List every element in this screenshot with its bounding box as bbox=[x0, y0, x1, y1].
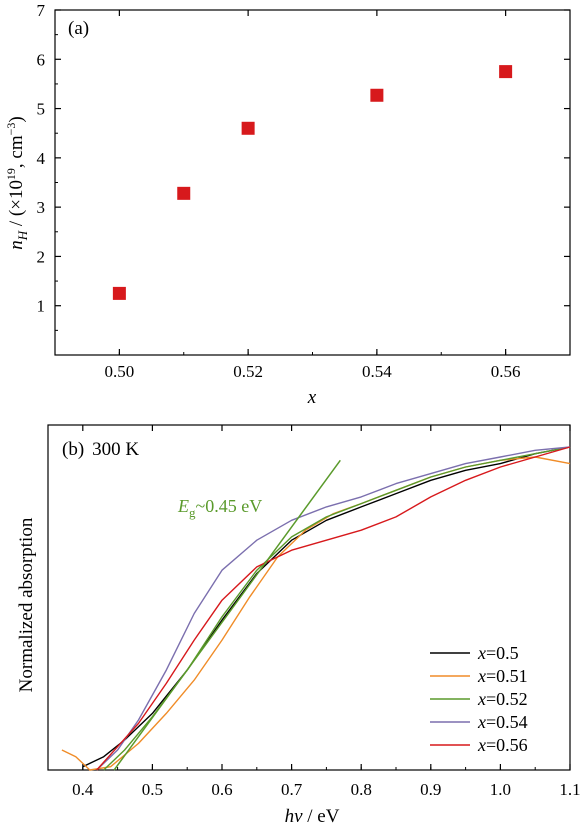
series-line bbox=[96, 446, 571, 771]
y-tick-label: 3 bbox=[37, 198, 46, 217]
ylabel-exp: 19 bbox=[4, 168, 18, 180]
panel-b-tangent-line bbox=[113, 459, 341, 771]
y-tick-label: 7 bbox=[37, 1, 46, 20]
x-tick-label: 0.4 bbox=[72, 780, 94, 799]
series-line bbox=[82, 446, 571, 768]
ylabel-sub: H bbox=[15, 230, 30, 241]
annot-sub: g bbox=[189, 505, 196, 520]
legend-entry: x=0.54 bbox=[477, 712, 528, 732]
annot-rest: ~0.45 eV bbox=[196, 496, 263, 516]
y-tick-label: 6 bbox=[37, 50, 46, 69]
panel-b-letter: (b) bbox=[62, 439, 84, 460]
x-tick-label: 0.52 bbox=[233, 362, 263, 381]
panel-b-x-ticks: 0.4 0.5 0.6 0.7 0.8 0.9 1.0 1.1 bbox=[47, 425, 581, 799]
data-point bbox=[499, 65, 513, 79]
panel-b-legend: x=0.5 x=0.51 x=0.52 x=0.54 x=0.56 bbox=[430, 643, 528, 755]
panel-a-y-axis-label: nH / (×1019, cm−3) bbox=[4, 116, 30, 250]
panel-b-label: (b) 300 K bbox=[62, 439, 139, 460]
panel-a-x-axis-label: x bbox=[307, 387, 317, 408]
legend-entry: x=0.56 bbox=[477, 735, 528, 755]
x-tick-label: 0.5 bbox=[142, 780, 163, 799]
panel-a-x-ticks: 0.50 0.52 0.54 0.56 bbox=[54, 10, 571, 381]
annot-e: E bbox=[177, 496, 189, 516]
data-point bbox=[370, 88, 384, 102]
y-tick-label: 4 bbox=[37, 149, 46, 168]
panel-b-absorption-chart: (b) 300 K 0.4 0.5 0.6 0.7 0.8 0.9 1.0 1.1 Eg~0.4… bbox=[16, 424, 581, 827]
x-tick-label: 0.54 bbox=[362, 362, 392, 381]
panel-b-frame bbox=[47, 424, 571, 771]
legend-entry: x=0.52 bbox=[477, 689, 528, 709]
x-tick-label: 1.1 bbox=[559, 780, 580, 799]
ylabel-unit-exp: −3 bbox=[4, 123, 18, 136]
panel-a-y-ticks: 1 2 3 4 5 6 7 bbox=[37, 1, 570, 331]
x-tick-label: 1.0 bbox=[490, 780, 511, 799]
series-line bbox=[96, 446, 571, 771]
panel-b-x-axis-label: hν / eV bbox=[285, 806, 340, 827]
bandgap-annotation: Eg~0.45 eV bbox=[177, 496, 262, 520]
ylabel-mid: / (×10 bbox=[6, 180, 27, 231]
panel-b-y-axis-label: Normalized absorption bbox=[16, 517, 37, 692]
ylabel-unit: , cm bbox=[6, 135, 27, 168]
x-tick-label: 0.6 bbox=[211, 780, 232, 799]
xlabel-hv: hν bbox=[285, 806, 304, 827]
data-point bbox=[112, 286, 126, 300]
data-point bbox=[241, 121, 255, 135]
x-tick-label: 0.56 bbox=[491, 362, 521, 381]
legend-entry: x=0.51 bbox=[477, 666, 528, 686]
x-tick-label: 0.50 bbox=[105, 362, 135, 381]
x-tick-label: 0.8 bbox=[351, 780, 372, 799]
panel-a-label: (a) bbox=[68, 18, 89, 39]
panel-b-temperature: 300 K bbox=[92, 439, 139, 460]
x-tick-label: 0.9 bbox=[420, 780, 441, 799]
xlabel-unit: / eV bbox=[303, 806, 340, 827]
ylabel-n: n bbox=[6, 240, 27, 250]
y-tick-label: 2 bbox=[37, 247, 46, 266]
panel-a-data-points bbox=[112, 65, 513, 300]
legend-entry: x=0.5 bbox=[477, 643, 519, 663]
y-tick-label: 1 bbox=[37, 297, 46, 316]
x-tick-label: 0.7 bbox=[281, 780, 303, 799]
ylabel-end: ) bbox=[6, 116, 27, 122]
panel-a-frame bbox=[54, 9, 571, 356]
data-point bbox=[177, 186, 191, 200]
panel-a-hall-concentration-chart: (a) 0.50 0.52 0.54 0.56 1 2 3 4 5 6 7 x nH / (×10… bbox=[4, 1, 571, 408]
y-tick-label: 5 bbox=[37, 100, 46, 119]
